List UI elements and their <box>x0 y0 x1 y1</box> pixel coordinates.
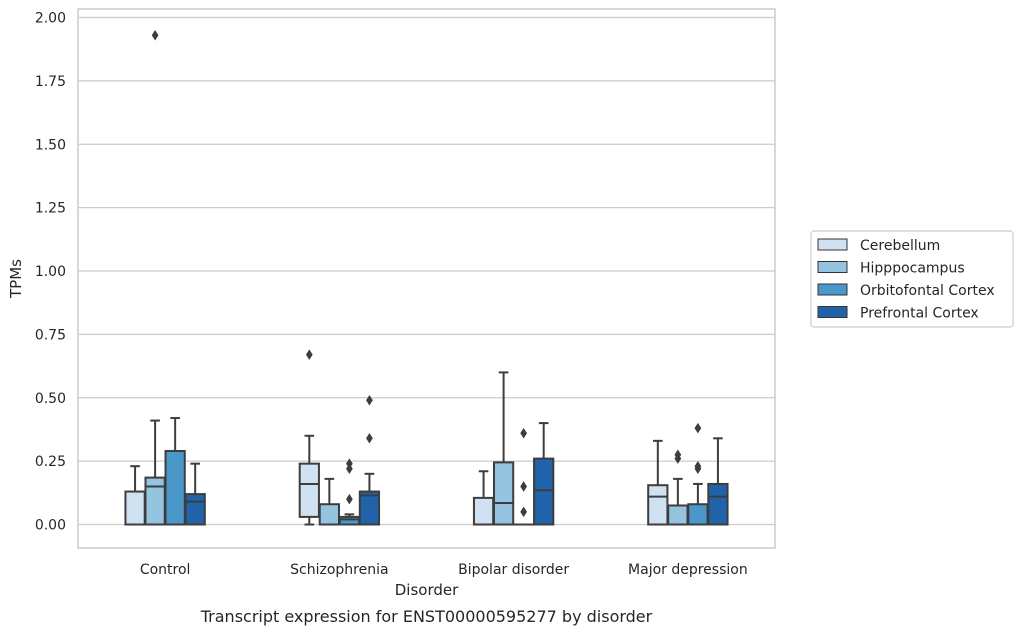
outlier-point <box>306 349 313 360</box>
outlier-point <box>152 30 159 40</box>
box-prefrontal-cortex <box>534 423 553 524</box>
outlier-point <box>520 507 527 518</box>
box-prefrontal-cortex <box>360 395 379 524</box>
grid-lines <box>78 18 775 525</box>
box-cerebellum <box>648 441 667 525</box>
chart-caption: Transcript expression for ENST0000059527… <box>200 607 653 626</box>
box-body <box>534 459 553 525</box>
box-body <box>474 498 493 525</box>
box-body <box>125 492 144 525</box>
y-tick-label: 0.25 <box>35 454 66 470</box>
outlier-point <box>520 481 527 492</box>
box-body <box>340 517 359 525</box>
box-cerebellum <box>125 466 144 524</box>
legend-label: Prefrontal Cortex <box>860 306 979 322</box>
box-prefrontal-cortex <box>186 464 205 525</box>
y-tick-label: 1.75 <box>35 74 66 90</box>
y-tick-label: 1.25 <box>35 201 66 217</box>
legend-swatch <box>818 307 847 318</box>
box-body <box>145 478 164 525</box>
box-hipppocampus <box>145 30 164 525</box>
box-hipppocampus <box>494 372 513 524</box>
box-body <box>166 451 185 525</box>
box-body <box>494 462 513 524</box>
box-orbitofontal-cortex <box>688 423 707 525</box>
box-prefrontal-cortex <box>708 438 727 524</box>
outlier-point <box>695 423 702 434</box>
legend-swatch <box>818 239 847 250</box>
box-body <box>186 494 205 524</box>
y-tick-label: 0.00 <box>35 518 66 534</box>
legend-label: Cerebellum <box>860 238 940 254</box>
box-orbitofontal-cortex <box>514 428 533 525</box>
y-axis-label: TPMs <box>7 259 25 299</box>
legend-swatch <box>818 284 847 295</box>
y-tick-label: 1.00 <box>35 264 66 280</box>
x-tick-labels: Control Schizophrenia Bipolar disorder Majo… <box>140 562 748 578</box>
x-tick-label: Major depression <box>628 562 748 578</box>
outlier-point <box>520 428 527 439</box>
box-cerebellum <box>474 471 493 524</box>
box-cerebellum <box>300 349 319 524</box>
box-hipppocampus <box>320 479 339 525</box>
y-tick-label: 2.00 <box>35 11 66 27</box>
box-body <box>360 492 379 525</box>
y-tick-labels: 0.00 0.25 0.50 0.75 1.00 1.25 1.50 1.75 2.00 <box>35 11 66 534</box>
box-orbitofontal-cortex <box>166 418 185 524</box>
legend-swatch <box>818 262 847 273</box>
box-body <box>300 464 319 517</box>
box-orbitofontal-cortex <box>340 458 359 524</box>
y-tick-label: 0.50 <box>35 391 66 407</box>
y-tick-label: 0.75 <box>35 327 66 343</box>
x-axis-label: Disorder <box>395 581 459 599</box>
y-tick-label: 1.50 <box>35 137 66 153</box>
legend-label: Hipppocampus <box>860 261 965 277</box>
outlier-point <box>346 494 353 505</box>
x-tick-label: Schizophrenia <box>290 562 388 578</box>
box-body <box>688 504 707 524</box>
boxes <box>125 30 727 525</box>
legend: Cerebellum Hipppocampus Orbitofontal Corte… <box>811 231 1013 327</box>
outlier-point <box>366 395 373 406</box>
box-body <box>708 484 727 525</box>
box-body <box>648 485 667 524</box>
outlier-point <box>366 433 373 444</box>
x-tick-label: Bipolar disorder <box>458 562 569 578</box>
x-tick-label: Control <box>140 562 191 578</box>
box-body <box>668 505 687 524</box>
legend-label: Orbitofontal Cortex <box>860 283 995 299</box>
box-body <box>320 504 339 524</box>
